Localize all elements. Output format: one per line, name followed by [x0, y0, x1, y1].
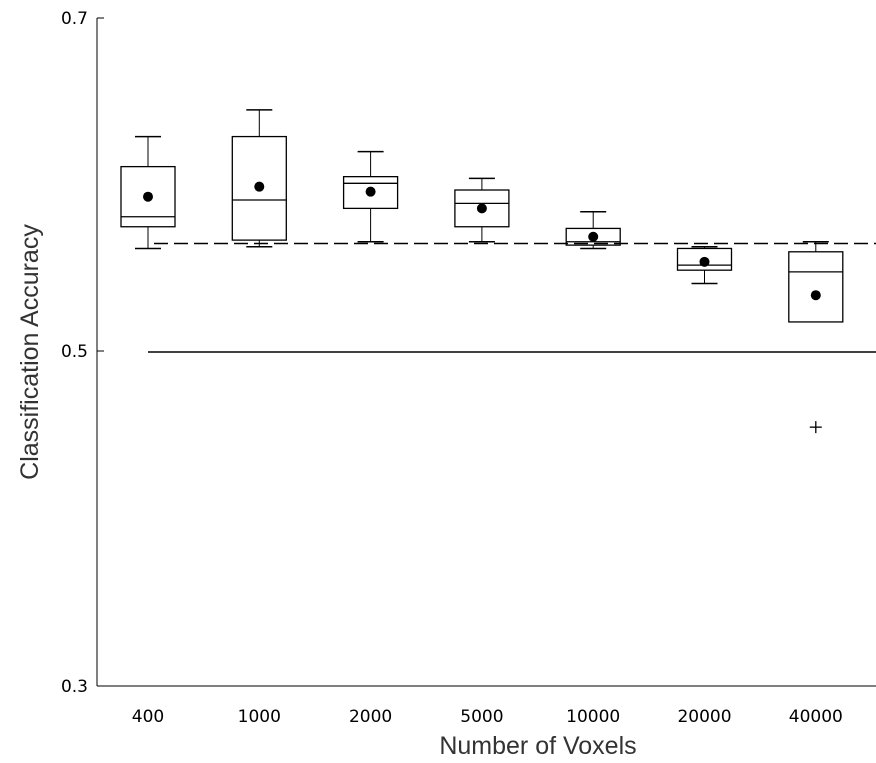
- y-tick-label-top: 0.7: [61, 9, 88, 29]
- x-tick-label-400: 400: [132, 707, 164, 727]
- mean-marker: [254, 181, 265, 192]
- box-iqr: [342, 175, 399, 210]
- x-tick-label-5000: 5000: [460, 707, 503, 727]
- y-tick-label-bottom: 0.3: [61, 677, 88, 697]
- mean-marker: [810, 290, 821, 301]
- box-iqr: [231, 135, 287, 241]
- y-axis-label: Classification Accuracy: [16, 224, 44, 480]
- box-5000: [454, 177, 510, 243]
- mean-marker: [365, 186, 376, 197]
- x-axis-label: Number of Voxels: [439, 732, 636, 760]
- y-tick-label-mid: 0.5: [61, 342, 88, 362]
- box-iqr: [120, 165, 176, 228]
- x-tick-label-20000: 20000: [677, 707, 731, 727]
- box-iqr: [788, 251, 844, 323]
- reference-lines: [148, 242, 876, 353]
- x-tick-labels: 400 1000 2000 5000 10000 20000 40000: [132, 707, 843, 727]
- y-axis: 0.7 0.5 0.3: [61, 9, 104, 697]
- mean-marker: [699, 256, 710, 267]
- box-10000: [565, 210, 621, 250]
- x-tick-label-1000: 1000: [238, 707, 281, 727]
- box-20000: [676, 246, 733, 285]
- x-tick-label-2000: 2000: [349, 707, 392, 727]
- box-iqr: [454, 189, 510, 228]
- box-1000: [231, 109, 287, 248]
- outlier-marker: [809, 421, 822, 434]
- box-iqr: [565, 227, 621, 246]
- mean-marker: [476, 203, 487, 214]
- box-iqr: [676, 247, 733, 271]
- box-2000: [342, 150, 399, 243]
- box-series: [120, 109, 844, 434]
- box-40000: [788, 241, 844, 434]
- mean-marker: [143, 191, 153, 202]
- x-tick-label-10000: 10000: [566, 707, 620, 727]
- x-tick-label-40000: 40000: [789, 707, 843, 727]
- mean-marker: [588, 231, 599, 242]
- box-400: [120, 135, 176, 250]
